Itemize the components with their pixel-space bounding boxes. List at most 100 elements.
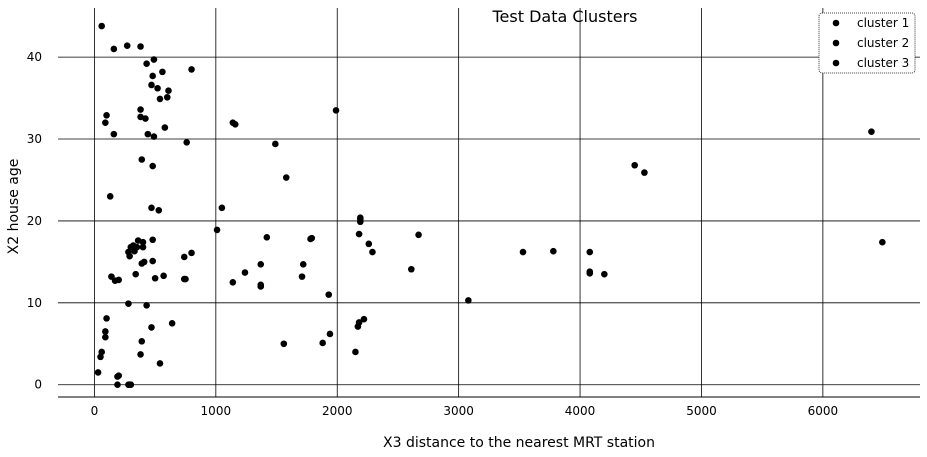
data-point xyxy=(332,107,340,114)
data-point xyxy=(257,261,265,268)
data-point xyxy=(586,248,594,256)
data-point xyxy=(601,270,608,278)
legend-box xyxy=(818,12,916,74)
data-point xyxy=(156,95,164,103)
legend-marker xyxy=(832,19,840,27)
data-point xyxy=(229,279,237,286)
data-point xyxy=(298,273,306,280)
data-point xyxy=(110,130,118,138)
data-point xyxy=(110,45,118,53)
legend-label: cluster 2 xyxy=(857,36,909,50)
data-point xyxy=(550,247,557,255)
data-point xyxy=(139,238,147,246)
data-point xyxy=(155,206,163,214)
chart-title: Test Data Clusters xyxy=(491,7,637,26)
data-point xyxy=(149,236,156,244)
legend-marker xyxy=(832,59,840,67)
data-point xyxy=(102,328,109,335)
x-tick-label: 1000 xyxy=(201,404,232,418)
x-tick-label: 6000 xyxy=(808,404,839,418)
series-1 xyxy=(98,22,340,214)
data-point xyxy=(150,56,158,63)
data-point xyxy=(148,204,155,212)
data-point xyxy=(143,301,150,309)
data-point xyxy=(148,324,155,331)
data-point xyxy=(127,381,135,389)
data-point xyxy=(149,162,156,170)
data-point xyxy=(137,106,144,113)
data-point xyxy=(218,204,226,212)
data-point xyxy=(272,140,279,148)
data-point xyxy=(106,193,114,200)
data-point xyxy=(103,111,110,119)
data-point xyxy=(115,372,123,380)
legend-marker xyxy=(832,39,840,47)
data-point xyxy=(360,315,368,323)
data-point xyxy=(154,84,161,92)
data-point xyxy=(168,319,176,327)
data-point xyxy=(132,270,140,278)
data-point xyxy=(149,72,156,80)
data-point xyxy=(357,214,364,221)
data-point xyxy=(299,261,307,268)
data-points xyxy=(94,22,886,389)
data-point xyxy=(138,260,146,267)
data-point xyxy=(465,297,472,304)
data-point xyxy=(115,276,123,284)
x-tick-label: 0 xyxy=(91,404,99,418)
data-point xyxy=(188,66,195,73)
data-point xyxy=(138,338,146,345)
data-point xyxy=(879,238,886,246)
y-axis-title: X2 house age xyxy=(6,159,22,255)
data-point xyxy=(142,115,149,122)
data-point xyxy=(138,156,146,163)
data-point xyxy=(160,272,167,280)
data-point xyxy=(149,257,156,265)
data-point xyxy=(641,169,648,176)
data-point xyxy=(139,243,147,251)
grid-lines xyxy=(58,8,920,397)
data-point xyxy=(150,133,158,140)
data-point xyxy=(325,291,333,298)
data-point xyxy=(263,234,271,241)
data-point xyxy=(98,22,106,30)
data-point xyxy=(151,274,159,282)
x-tick-label: 4000 xyxy=(565,404,596,418)
data-point xyxy=(282,174,290,181)
data-point xyxy=(326,330,334,338)
data-point xyxy=(163,93,171,101)
legend-label: cluster 1 xyxy=(857,16,909,30)
data-point xyxy=(102,119,109,126)
data-point xyxy=(137,351,144,358)
data-point xyxy=(137,43,144,50)
data-point xyxy=(365,240,373,248)
data-point xyxy=(188,249,195,257)
data-point xyxy=(631,161,638,169)
y-tick-label: 30 xyxy=(27,132,42,146)
data-point xyxy=(519,248,527,256)
data-point xyxy=(144,130,152,138)
data-point xyxy=(586,268,594,276)
data-point xyxy=(280,340,288,348)
data-point xyxy=(133,243,141,251)
data-point xyxy=(103,315,110,322)
data-point xyxy=(94,369,102,376)
series-3 xyxy=(213,128,886,356)
data-point xyxy=(355,230,363,238)
data-point xyxy=(159,68,166,76)
legend: cluster 1 cluster 2 cluster 3 xyxy=(818,12,916,74)
data-point xyxy=(868,128,875,135)
data-point xyxy=(407,265,415,273)
data-point xyxy=(183,139,190,146)
series-2 xyxy=(94,236,195,389)
data-point xyxy=(102,333,109,341)
data-point xyxy=(369,248,376,256)
y-tick-label: 10 xyxy=(27,296,42,310)
data-point xyxy=(352,348,359,356)
data-point xyxy=(123,42,131,49)
data-point xyxy=(126,252,133,260)
x-axis-title: X3 distance to the nearest MRT station xyxy=(383,435,655,451)
x-tick-label: 5000 xyxy=(686,404,717,418)
